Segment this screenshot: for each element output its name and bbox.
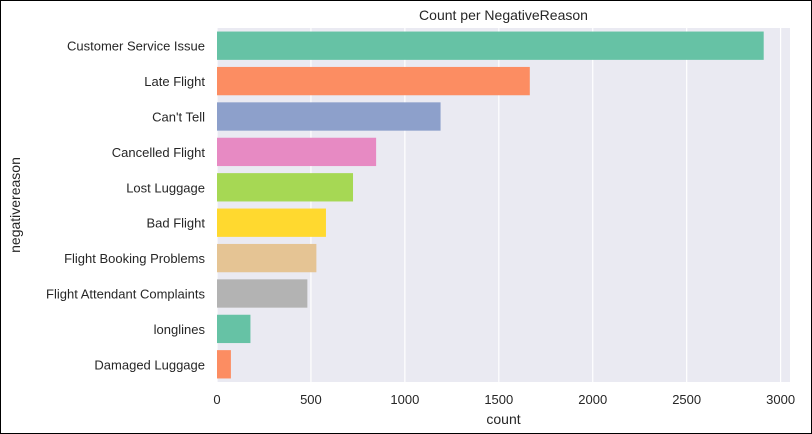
bar: [217, 137, 377, 167]
y-tick-label: Lost Luggage: [126, 180, 205, 195]
bar: [217, 350, 231, 379]
x-tick-label: 1000: [390, 392, 419, 407]
y-tick-label: Can't Tell: [152, 110, 205, 125]
x-tick-label: 1500: [484, 392, 513, 407]
x-tick-label: 0: [213, 392, 220, 407]
x-tick-label: 2500: [672, 392, 701, 407]
y-tick-label: Late Flight: [144, 74, 205, 89]
y-tick-label: Customer Service Issue: [67, 39, 205, 54]
x-tick-label: 2000: [578, 392, 607, 407]
bar: [217, 66, 530, 96]
y-tick-label: Flight Attendant Complaints: [46, 287, 205, 302]
x-tick-label: 500: [300, 392, 322, 407]
bar: [217, 208, 326, 237]
bar: [217, 102, 441, 131]
bar: [217, 314, 251, 344]
y-tick-label: Flight Booking Problems: [64, 251, 205, 266]
bar: [217, 173, 354, 202]
bar: [217, 243, 317, 273]
y-tick-label: Damaged Luggage: [94, 357, 205, 372]
chart-title: Count per NegativeReason: [419, 7, 588, 23]
bar: [217, 279, 308, 308]
y-tick-labels: Customer Service Issue Late Flight Can't T…: [46, 39, 205, 373]
x-tick-label: 3000: [766, 392, 795, 407]
y-tick-label: Bad Flight: [146, 216, 205, 231]
y-tick-label: Cancelled Flight: [112, 145, 206, 160]
x-axis-label: count: [486, 411, 520, 427]
bars: [217, 31, 764, 379]
x-tick-labels: 0 500 1000 1500 2000 2500 3000: [213, 392, 795, 407]
bar: [217, 31, 764, 60]
y-axis-label: negativereason: [7, 157, 23, 253]
y-tick-label: longlines: [154, 322, 206, 337]
